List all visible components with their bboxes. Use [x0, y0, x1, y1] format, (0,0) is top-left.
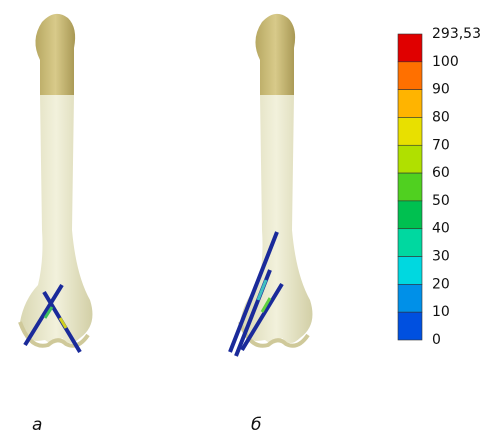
legend-label: 60	[432, 165, 450, 181]
color-swatch	[398, 201, 422, 229]
figure: 293,531009080706050403020100 а б	[0, 0, 493, 435]
legend-label: 20	[432, 276, 450, 292]
legend-label: 293,53	[432, 26, 481, 42]
legend-label: 80	[432, 109, 450, 125]
panel-label: б	[251, 415, 261, 435]
color-swatch	[398, 62, 422, 90]
color-swatch	[398, 145, 422, 173]
legend-label: 70	[432, 137, 450, 153]
color-swatch	[398, 34, 422, 62]
legend-label: 90	[432, 82, 450, 98]
color-swatch	[398, 229, 422, 257]
color-swatch	[398, 173, 422, 201]
legend-label: 0	[432, 332, 441, 348]
legend-label: 50	[432, 193, 450, 209]
color-swatch	[398, 257, 422, 285]
bone-a	[20, 14, 92, 352]
color-swatch	[398, 90, 422, 118]
legend-label: 100	[432, 54, 459, 70]
color-swatch	[398, 284, 422, 312]
legend-label: 10	[432, 304, 450, 320]
bone-b	[230, 14, 312, 356]
color-swatch	[398, 117, 422, 145]
panel-label: а	[32, 415, 42, 435]
figure-canvas: 293,531009080706050403020100 а б	[0, 0, 493, 435]
legend-label: 40	[432, 221, 450, 237]
color-swatch	[398, 312, 422, 340]
legend-label: 30	[432, 249, 450, 265]
